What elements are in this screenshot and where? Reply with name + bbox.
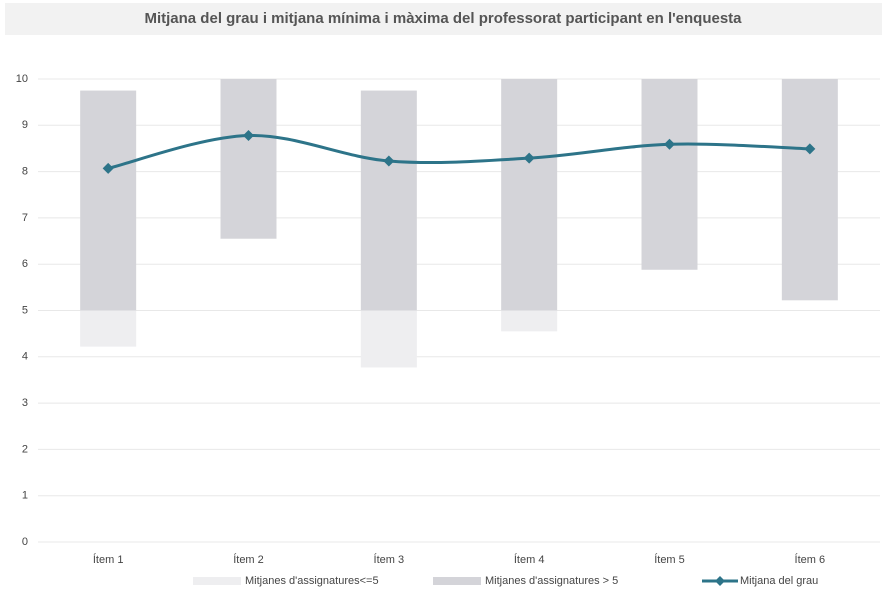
legend-swatch — [715, 576, 725, 586]
x-tick-label: Ítem 3 — [374, 553, 405, 566]
range-bar — [220, 79, 277, 239]
marker — [243, 129, 254, 141]
legend-label: Mitjanes d'assignatures > 5 — [485, 575, 618, 587]
range-bar — [501, 79, 558, 311]
y-tick-label: 6 — [22, 258, 28, 270]
y-tick-label: 7 — [22, 212, 28, 224]
title-band — [5, 3, 882, 35]
y-tick-label: 3 — [22, 397, 28, 409]
range-bar — [501, 310, 558, 332]
y-tick-label: 1 — [22, 490, 28, 502]
legend-label: Mitjanes d'assignatures<=5 — [245, 575, 379, 587]
line — [107, 133, 810, 170]
x-tick-label: Ítem 1 — [93, 553, 124, 566]
y-tick-label: 0 — [22, 536, 28, 548]
chart-title: Mitjana del grau i mitjana mínima i màxi… — [144, 10, 742, 27]
range-bar — [641, 79, 698, 270]
y-tick-label: 4 — [22, 351, 28, 363]
y-tick-label: 8 — [22, 166, 28, 178]
marker — [664, 138, 675, 150]
range-bar — [781, 79, 838, 301]
marker — [383, 155, 395, 167]
x-tick-label: Ítem 5 — [654, 553, 685, 566]
x-tick-label: Ítem 4 — [514, 553, 545, 566]
x-tick-label: Ítem 6 — [795, 553, 826, 566]
y-tick-label: 10 — [16, 73, 28, 85]
marker — [523, 152, 535, 164]
legend-label: Mitjana del grau — [740, 575, 818, 587]
marker — [804, 143, 816, 155]
range-bar — [360, 310, 417, 368]
y-tick-label: 9 — [22, 119, 28, 131]
range-bar — [80, 310, 137, 347]
range-bar — [80, 90, 137, 311]
y-tick-label: 5 — [22, 304, 28, 316]
marker — [102, 162, 114, 174]
range-bar — [360, 90, 417, 311]
legend-swatch — [433, 577, 481, 585]
legend-swatch — [193, 577, 241, 585]
x-tick-label: Ítem 2 — [233, 553, 264, 566]
y-tick-label: 2 — [22, 443, 28, 455]
